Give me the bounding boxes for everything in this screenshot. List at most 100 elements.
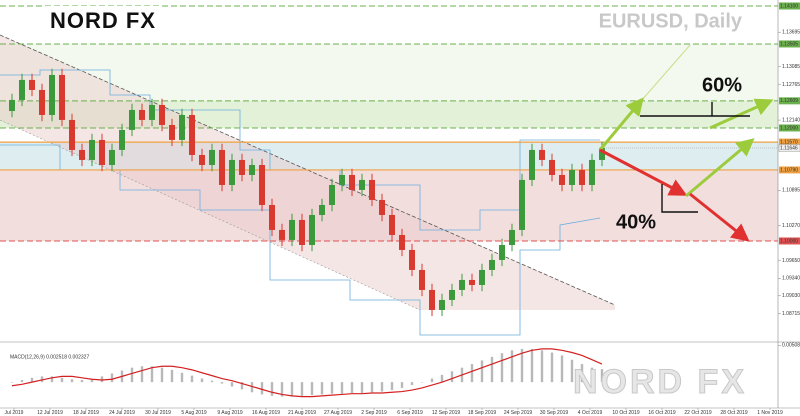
arrow-up — [709, 98, 774, 130]
candle-body — [549, 159, 555, 175]
macd-bar — [290, 382, 294, 397]
x-tick-label: 5 Aug 2019 — [181, 410, 207, 416]
macd-bar — [520, 348, 524, 383]
level-label: 1.10790 — [780, 167, 798, 173]
candle-body — [89, 139, 95, 160]
level-label: 1.11570 — [780, 139, 798, 145]
candle-body — [79, 149, 85, 160]
candle-body — [39, 89, 45, 115]
level-label-box — [779, 237, 800, 245]
candle-body — [469, 279, 475, 285]
indicator-line — [0, 69, 600, 231]
macd-bar — [430, 378, 434, 383]
candle-body — [479, 269, 485, 285]
macd-bar — [230, 382, 234, 387]
candle-body — [69, 119, 75, 150]
candle-body — [129, 109, 135, 130]
macd-bar — [240, 382, 244, 390]
macd-bar — [300, 382, 304, 396]
candle-body — [329, 184, 335, 205]
macd-bar — [510, 350, 514, 383]
macd-bar — [530, 348, 534, 383]
candle-body — [169, 124, 175, 140]
macd-bar — [110, 373, 114, 383]
candle-body — [189, 114, 195, 155]
candle-body — [369, 179, 375, 200]
candle-body — [409, 249, 415, 270]
candle-body — [399, 234, 405, 250]
annotation: 60% — [702, 74, 742, 96]
macd-bar — [580, 364, 584, 383]
level-label-box — [779, 40, 800, 48]
channel-line — [0, 34, 616, 306]
candle-body — [239, 159, 245, 175]
candle-body — [159, 104, 165, 125]
candle-body — [19, 79, 25, 100]
candle-body — [389, 214, 395, 235]
macd-bar — [490, 356, 494, 383]
macd-bar — [140, 366, 144, 383]
candle-body — [149, 104, 155, 120]
macd-bar — [310, 382, 314, 396]
macd-bar — [280, 382, 284, 397]
level-label: 1.13505 — [780, 41, 798, 47]
macd-bar — [190, 375, 194, 383]
x-tick-label: 9 Aug 2019 — [217, 410, 243, 416]
y-tick-label: 1.10270 — [782, 223, 800, 229]
macd-bar — [540, 350, 544, 383]
chart-title: EURUSD, Daily — [599, 10, 743, 32]
candle-body — [559, 174, 565, 185]
x-tick-label: 21 Aug 2019 — [288, 410, 316, 416]
macd-bar — [420, 382, 424, 383]
watermark: NORD FX — [573, 363, 747, 401]
candle-body — [139, 109, 145, 120]
level-label: 1.14100 — [780, 3, 798, 9]
x-tick-label: Jul 2019 — [5, 410, 24, 416]
macd-bar — [30, 377, 34, 383]
level-label: 1.12609 — [780, 98, 798, 104]
candle-body — [379, 199, 385, 215]
macd-bar — [550, 352, 554, 383]
candle-body — [269, 204, 275, 230]
x-tick-label: 16 Aug 2019 — [252, 410, 280, 416]
candle-body — [259, 164, 265, 205]
last-price-box — [778, 144, 800, 152]
candle-body — [279, 229, 285, 240]
candle-body — [459, 279, 465, 290]
macd-tick-label: 0.005081 — [782, 343, 800, 349]
macd-bar — [410, 382, 414, 386]
channel-line — [0, 119, 421, 311]
level-label-box — [779, 97, 800, 105]
candle-body — [229, 159, 235, 185]
logo: NORD FX — [50, 8, 156, 33]
macd-bar — [340, 382, 344, 394]
y-tick-label: 1.08715 — [782, 311, 800, 317]
candle-body — [339, 174, 345, 185]
x-tick-label: 16 Oct 2019 — [648, 410, 675, 416]
x-tick-label: 30 Jul 2019 — [145, 410, 171, 416]
candle-body — [589, 159, 595, 185]
x-tick-label: 27 Aug 2019 — [324, 410, 352, 416]
macd-bar — [270, 382, 274, 396]
macd-bar — [50, 376, 54, 383]
macd-bar — [350, 382, 354, 393]
level-label-box — [779, 2, 800, 10]
x-tick-label: 24 Jul 2019 — [109, 410, 135, 416]
macd-bar — [600, 369, 604, 383]
x-tick-label: 28 Oct 2019 — [720, 410, 747, 416]
macd-bar — [440, 374, 444, 383]
candle-body — [579, 169, 585, 185]
bracket — [661, 184, 698, 213]
macd-bar — [160, 367, 164, 383]
x-tick-label: 18 Jul 2019 — [73, 410, 99, 416]
candle-body — [49, 74, 55, 115]
macd-bar — [90, 379, 94, 383]
level-label-box — [779, 138, 800, 146]
level-label-box — [779, 166, 800, 174]
macd-bar — [60, 377, 64, 383]
candle-body — [569, 169, 575, 185]
macd-bar — [370, 382, 374, 393]
zone — [0, 142, 778, 170]
macd-signal — [11, 348, 603, 398]
